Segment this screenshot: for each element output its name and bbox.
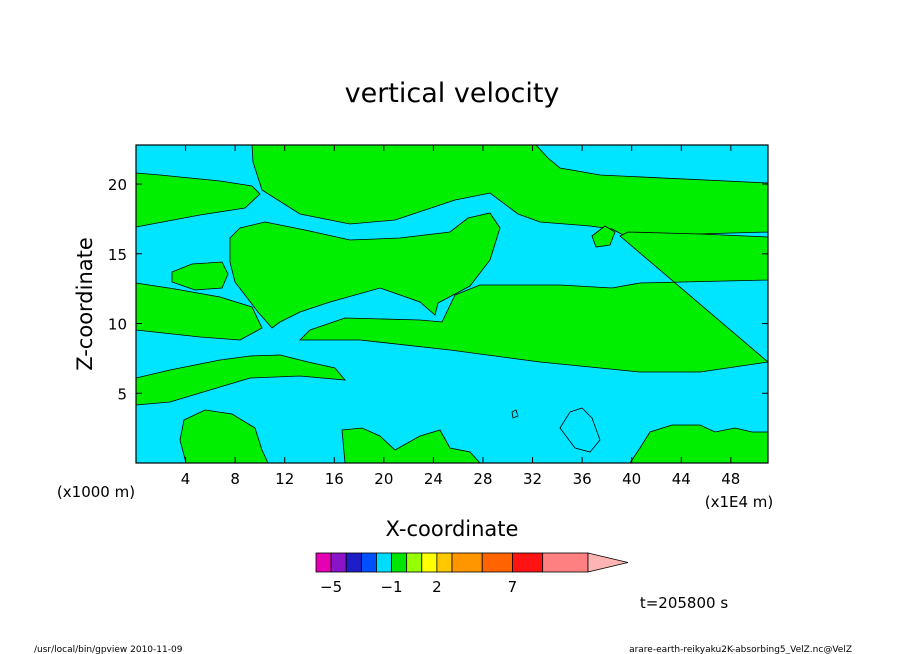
mid-strip-gap [511,409,519,419]
colorbar-bin [330,552,347,573]
bottom-left-region [179,409,269,463]
colorbar: −5 −1 2 7 [315,552,629,596]
footer-left: /usr/local/bin/gpview 2010-11-09 [34,645,183,654]
y-tick-label: 15 [108,246,127,264]
colorbar-bin [360,552,377,573]
left-small-region [171,261,229,291]
upper-left-region [136,172,261,228]
colorbar-tick-label: 7 [508,578,518,596]
colorbar-bin [391,552,408,573]
x-tick-label: 8 [230,470,240,488]
lower-right-islands [559,407,601,453]
y-tick-label: 10 [108,316,127,334]
right-band-region [299,231,768,373]
right-small-island [591,225,616,248]
x-tick-label: 24 [424,470,443,488]
colorbar-bin [406,552,423,573]
colorbar-tick-label: 2 [432,578,442,596]
x-tick-label: 12 [275,470,294,488]
colorbar-bin [436,552,453,573]
negative-velocity-islands [511,407,601,453]
colorbar-bin [315,552,332,573]
plot-frame [135,144,769,464]
colorbar-bin [421,552,438,573]
midright-region [136,282,263,341]
chart-title: vertical velocity [345,78,560,109]
x-unit-left-label: (x1000 m) [57,483,135,501]
x-tick-label: 48 [721,470,740,488]
bottom-right-region [629,424,768,463]
positive-velocity-regions [136,145,768,463]
colorbar-tick-label: −1 [380,578,402,596]
colorbar-bin [345,552,362,573]
x-tick-label: 4 [181,470,191,488]
central-lobe-region [229,212,501,329]
y-tick-label: 5 [117,385,127,403]
upper-right-region [251,145,768,237]
x-tick-label: 20 [374,470,393,488]
colorbar-bin [481,552,513,573]
colorbar-tick-label: −5 [320,578,342,596]
x-tick-label: 16 [325,470,344,488]
colorbar-bin [376,552,392,573]
colorbar-bin [542,552,589,573]
y-tick-label: 20 [108,176,127,194]
colorbar-overflow-arrow [587,552,629,573]
plot-area [136,145,768,463]
x-tick-label: 28 [473,470,492,488]
time-annotation: t=205800 s [640,594,728,612]
colorbar-bin [451,552,483,573]
x-axis-label: X-coordinate [386,517,519,541]
colorbar-bin [512,552,544,573]
x-tick-label: 40 [622,470,641,488]
lower-band-region [136,354,346,406]
footer-right: arare-earth-reikyaku2K-absorbing5_VelZ.n… [629,645,852,654]
x-unit-right-label: (x1E4 m) [705,493,774,511]
bottom-middle-region [341,427,481,463]
x-tick-label: 36 [573,470,592,488]
x-tick-label: 32 [523,470,542,488]
y-axis-label: Z-coordinate [73,237,97,371]
x-tick-label: 44 [672,470,691,488]
